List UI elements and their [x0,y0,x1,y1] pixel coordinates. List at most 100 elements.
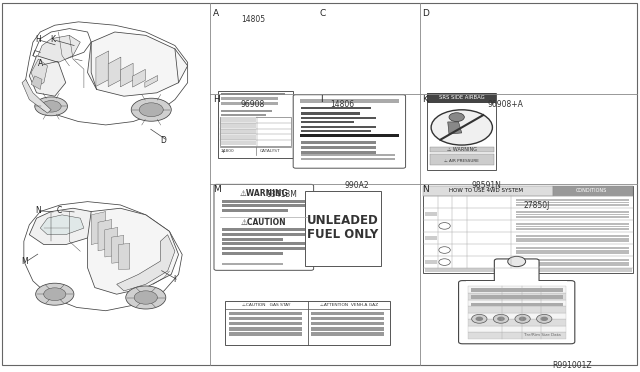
Bar [221,141,256,145]
Polygon shape [105,227,118,257]
Circle shape [431,110,492,145]
Text: R991001Z: R991001Z [552,361,592,370]
Bar [426,236,437,240]
Text: ⚠ATTENTION  VENH.A GAZ: ⚠ATTENTION VENH.A GAZ [320,303,378,307]
Bar [228,312,302,315]
Polygon shape [111,235,124,263]
Bar [221,93,285,96]
Text: 96908: 96908 [241,100,265,109]
Circle shape [134,291,157,304]
Bar [301,130,371,132]
Bar [470,295,563,299]
Bar [516,216,628,218]
Bar [221,118,272,121]
Text: Tire/Rim Size Data: Tire/Rim Size Data [524,333,561,337]
Bar [467,312,566,319]
Text: H: H [212,96,220,105]
Bar [301,154,396,156]
Bar [516,228,628,230]
Bar [426,260,437,264]
Text: A: A [38,60,44,68]
Polygon shape [448,122,462,134]
Bar [301,112,360,115]
Polygon shape [120,63,133,87]
Polygon shape [31,59,47,86]
Text: 14805: 14805 [241,15,265,25]
Polygon shape [88,208,179,294]
Bar [221,200,306,203]
Polygon shape [31,76,42,89]
Bar [221,110,272,112]
Bar [311,322,385,326]
Bar [228,327,302,331]
Bar [311,333,385,336]
Text: C: C [57,206,62,215]
Circle shape [131,98,172,121]
Circle shape [36,283,74,305]
Text: I: I [320,96,323,105]
Bar [221,247,306,250]
Text: 96908+A: 96908+A [487,100,523,109]
Bar [221,209,288,212]
Circle shape [493,314,509,323]
Bar [221,102,278,105]
Text: 14806: 14806 [330,100,355,109]
Polygon shape [29,208,95,245]
Circle shape [508,256,525,267]
Circle shape [540,317,548,321]
Bar [516,247,628,249]
Bar [301,121,355,124]
Bar [221,135,256,140]
Text: +: + [220,149,225,154]
Bar [430,147,493,152]
Bar [516,211,628,213]
Bar [301,146,376,149]
Bar [221,204,306,207]
Bar [221,243,306,246]
Polygon shape [88,32,188,96]
Bar [430,154,493,165]
Text: CONDITIONS: CONDITIONS [575,189,607,193]
Text: ⚠CAUTION   GAS STAY: ⚠CAUTION GAS STAY [243,303,291,307]
Bar [221,114,266,116]
Bar [300,134,399,137]
Bar [467,280,567,286]
Circle shape [140,103,163,117]
Bar [221,124,256,128]
Text: N: N [35,206,40,215]
Text: M: M [212,185,220,194]
Circle shape [44,288,66,301]
Bar [425,268,632,272]
Polygon shape [118,243,130,269]
Bar [467,332,566,339]
Bar [301,117,376,119]
Text: FUEL ONLY: FUEL ONLY [307,228,379,241]
Bar [467,293,566,299]
Bar [467,286,566,293]
Circle shape [449,113,465,122]
Text: 27850J: 27850J [524,201,550,210]
Bar [221,228,306,231]
Bar [221,97,278,100]
Polygon shape [145,76,157,87]
Text: D: D [422,9,429,18]
Bar [516,259,628,261]
Text: ⚠CAUTION: ⚠CAUTION [241,218,287,227]
Text: K: K [51,35,56,44]
Bar [424,186,633,273]
Bar [301,151,376,154]
Polygon shape [36,35,80,62]
Text: CATALYST: CATALYST [259,149,280,153]
Text: 93413M: 93413M [266,189,297,199]
Text: SRS SIDE AIRBAG: SRS SIDE AIRBAG [439,95,484,100]
Bar [467,319,566,326]
Bar [516,226,628,227]
Text: 14800: 14800 [221,149,235,153]
Circle shape [515,314,531,323]
Text: ⚠ WARNING: ⚠ WARNING [447,147,477,152]
Circle shape [519,317,527,321]
Bar [221,252,283,255]
Polygon shape [91,212,106,245]
Polygon shape [132,69,145,87]
Polygon shape [22,79,51,113]
